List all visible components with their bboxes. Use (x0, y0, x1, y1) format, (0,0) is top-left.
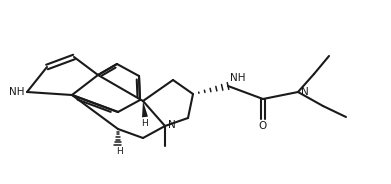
Text: N: N (168, 120, 176, 130)
Text: NH: NH (9, 87, 25, 97)
Text: NH: NH (230, 73, 246, 83)
Text: H: H (117, 147, 124, 156)
Text: O: O (259, 121, 267, 131)
Text: H: H (142, 119, 148, 128)
Polygon shape (142, 101, 148, 117)
Text: N: N (301, 87, 309, 97)
